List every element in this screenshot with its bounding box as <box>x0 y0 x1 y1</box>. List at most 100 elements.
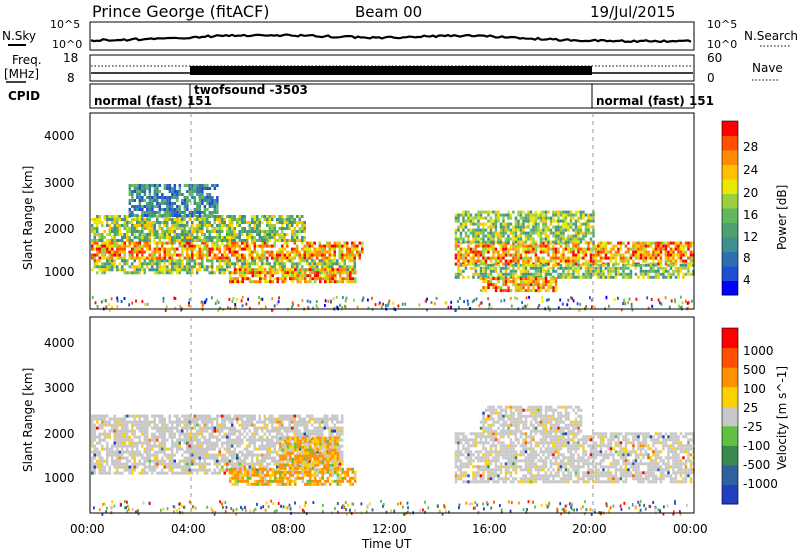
power-cell-3189 <box>542 210 545 214</box>
power-cell-2091 <box>502 247 505 251</box>
power-cell-922 <box>106 215 109 218</box>
power-cell-371 <box>293 256 296 260</box>
power-cell-2154 <box>527 247 530 251</box>
velocity-cell-698 <box>203 456 206 460</box>
power-cell-2901 <box>692 269 695 273</box>
velocity-cell-1127 <box>278 426 281 430</box>
power-cell-504 <box>96 271 99 275</box>
power-cell-2745 <box>584 266 588 270</box>
power-cell-177 <box>183 256 186 260</box>
velocity-cell-1097 <box>273 429 276 433</box>
power-cell-2848 <box>654 263 658 267</box>
power-cell-3722 <box>201 300 204 304</box>
velocity-cell-982 <box>253 417 256 421</box>
power-cell-1420 <box>278 215 281 218</box>
power-cell-864 <box>341 265 344 269</box>
velocity-cell-994 <box>253 465 256 469</box>
velocity-cell-311 <box>141 462 144 466</box>
velocity-cell-1087 <box>271 438 274 442</box>
power-cell-1047 <box>148 221 151 224</box>
power-cell-1950 <box>339 271 342 275</box>
power-cell-3467 <box>544 277 548 281</box>
power-cell-1854 <box>274 268 277 272</box>
velocity-cell-451 <box>163 453 166 457</box>
power-cell-276 <box>236 256 239 260</box>
power-cell-171 <box>181 247 184 251</box>
power-cell-102 <box>141 250 144 254</box>
power-cell-2528 <box>682 250 685 254</box>
power-cell-2569 <box>464 263 468 267</box>
power-cell-233 <box>213 253 216 257</box>
velocity-cell-718 <box>206 468 209 472</box>
power-cell-3388 <box>494 283 498 287</box>
power-cell-2522 <box>679 250 683 254</box>
power-cell-2092 <box>502 250 505 254</box>
power-cell-1106 <box>168 233 171 236</box>
power-cell-98 <box>138 250 141 254</box>
power-cell-2017 <box>472 250 475 254</box>
velocity-cell-676 <box>201 435 204 439</box>
power-cell-1622 <box>166 187 169 190</box>
power-cell-1984 <box>457 250 460 254</box>
power-cell-2786 <box>609 266 613 270</box>
velocity-cell-474 <box>168 453 171 457</box>
power-cell-1391 <box>266 239 269 242</box>
power-cell-1243 <box>216 218 219 221</box>
power-cell-521 <box>108 262 111 266</box>
power-cell-2203 <box>547 250 550 254</box>
power-cell-183 <box>186 256 189 260</box>
power-cell-1512 <box>131 214 134 217</box>
power-cell-1885 <box>296 280 299 284</box>
power-cell-362 <box>288 253 291 257</box>
velocity-cell-78 <box>103 414 106 418</box>
power-cell-3593 <box>258 295 260 299</box>
velocity-cell-606 <box>191 426 194 430</box>
power-cell-273 <box>236 244 239 248</box>
power-cell-653 <box>196 271 199 275</box>
power-cell-444 <box>333 250 336 254</box>
power-cell-1717 <box>196 184 199 187</box>
power-cell-795 <box>293 271 296 275</box>
power-cell-3728 <box>261 297 264 301</box>
power-cell-2774 <box>599 275 603 279</box>
velocity-cell-855 <box>231 438 234 442</box>
power-cell-335 <box>271 256 274 260</box>
power-cell-1640 <box>171 187 174 190</box>
power-cell-1569 <box>148 205 152 208</box>
power-cell-3213 <box>547 234 550 238</box>
power-cell-3494 <box>488 306 490 310</box>
power-cell-2613 <box>499 266 503 270</box>
power-cell-1674 <box>181 193 184 196</box>
power-cell-3696 <box>324 299 327 303</box>
power-cell-1303 <box>233 239 236 242</box>
power-cell-607 <box>168 268 171 272</box>
velocity-cell-694 <box>203 441 206 445</box>
velocity-cell-617 <box>191 462 194 466</box>
power-cell-3691 <box>362 296 365 300</box>
power-cell-1733 <box>198 208 202 211</box>
power-cell-2921 <box>459 231 463 235</box>
power-cell-1437 <box>283 221 286 224</box>
velocity-cell-930 <box>243 447 246 451</box>
velocity-cell-657 <box>198 429 201 433</box>
velocity-cell-764 <box>216 426 219 430</box>
velocity-cell-314 <box>143 414 146 418</box>
power-cell-389 <box>306 244 309 248</box>
power-cell-1752 <box>206 184 209 187</box>
power-cell-871 <box>346 265 349 269</box>
power-cell-2881 <box>677 269 680 273</box>
power-cell-2685 <box>542 269 545 273</box>
power-cell-3125 <box>522 222 525 226</box>
velocity-cell-680 <box>201 450 204 454</box>
velocity-cell-553 <box>183 423 186 427</box>
power-cell-3633 <box>108 303 110 307</box>
power-cell-1339 <box>248 233 251 236</box>
power-cell-1213 <box>203 236 206 239</box>
power-cell-30 <box>106 241 109 245</box>
power-cell-3295 <box>572 213 575 217</box>
power-cell-45 <box>111 253 114 257</box>
power-cell-1427 <box>281 215 284 218</box>
power-cell-2392 <box>629 247 633 251</box>
power-cell-541 <box>123 271 126 275</box>
velocity-cell-959 <box>248 441 251 445</box>
